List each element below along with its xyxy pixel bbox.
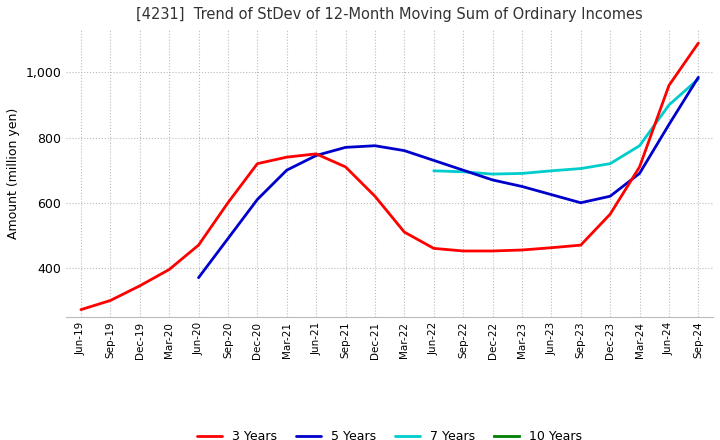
3 Years	[341, 164, 350, 169]
7 Years	[429, 168, 438, 173]
5 Years	[547, 192, 556, 197]
5 Years	[694, 75, 703, 80]
7 Years	[488, 172, 497, 177]
3 Years	[577, 242, 585, 248]
3 Years	[665, 83, 673, 88]
3 Years	[547, 245, 556, 250]
7 Years	[577, 166, 585, 171]
Line: 3 Years: 3 Years	[81, 43, 698, 310]
5 Years	[371, 143, 379, 148]
3 Years	[312, 151, 320, 157]
3 Years	[253, 161, 261, 166]
7 Years	[665, 103, 673, 108]
3 Years	[429, 246, 438, 251]
Title: [4231]  Trend of StDev of 12-Month Moving Sum of Ordinary Incomes: [4231] Trend of StDev of 12-Month Moving…	[136, 7, 643, 22]
3 Years	[400, 229, 409, 235]
3 Years	[76, 307, 85, 312]
5 Years	[488, 177, 497, 183]
Legend: 3 Years, 5 Years, 7 Years, 10 Years: 3 Years, 5 Years, 7 Years, 10 Years	[192, 425, 587, 440]
3 Years	[518, 247, 526, 253]
5 Years	[194, 275, 203, 280]
5 Years	[635, 171, 644, 176]
7 Years	[547, 168, 556, 173]
3 Years	[194, 242, 203, 248]
7 Years	[518, 171, 526, 176]
5 Years	[253, 197, 261, 202]
Line: 5 Years: 5 Years	[199, 77, 698, 278]
5 Years	[282, 168, 291, 173]
3 Years	[135, 283, 144, 289]
5 Years	[606, 194, 614, 199]
3 Years	[635, 164, 644, 169]
3 Years	[106, 298, 114, 303]
3 Years	[459, 248, 467, 253]
5 Years	[224, 236, 233, 241]
5 Years	[429, 158, 438, 163]
3 Years	[224, 200, 233, 205]
3 Years	[606, 212, 614, 217]
Line: 7 Years: 7 Years	[433, 79, 698, 174]
5 Years	[312, 153, 320, 158]
3 Years	[694, 40, 703, 46]
7 Years	[694, 76, 703, 81]
Y-axis label: Amount (million yen): Amount (million yen)	[7, 108, 20, 239]
5 Years	[400, 148, 409, 153]
5 Years	[341, 145, 350, 150]
5 Years	[665, 122, 673, 127]
7 Years	[606, 161, 614, 166]
3 Years	[165, 267, 174, 272]
5 Years	[518, 184, 526, 189]
3 Years	[282, 154, 291, 160]
7 Years	[459, 169, 467, 174]
7 Years	[635, 143, 644, 148]
5 Years	[459, 168, 467, 173]
3 Years	[371, 194, 379, 199]
3 Years	[488, 248, 497, 253]
5 Years	[577, 200, 585, 205]
